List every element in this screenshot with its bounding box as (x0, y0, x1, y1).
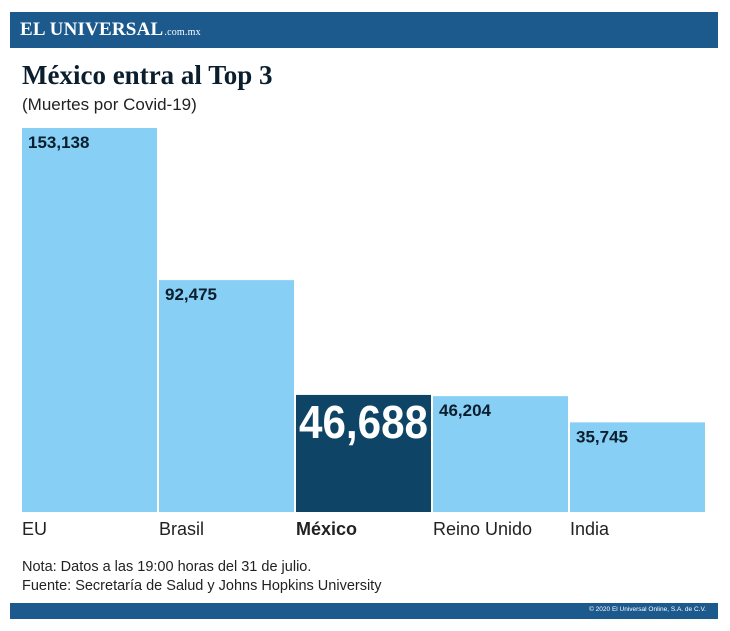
note-text: Nota: Datos a las 19:00 horas del 31 de … (22, 559, 312, 575)
category-label-2: México (296, 519, 357, 539)
copyright-text: © 2020 El Universal Online, S.A. de C.V. (589, 606, 706, 613)
bar-value-label-3: 46,204 (439, 401, 492, 420)
category-label-4: India (570, 519, 610, 539)
category-label-1: Brasil (159, 519, 204, 539)
bar-value-label-4: 35,745 (576, 427, 628, 446)
brand-suffix: .com.mx (164, 27, 201, 38)
bar-value-label-0: 153,138 (28, 133, 89, 152)
bar-4 (570, 422, 705, 512)
bar-1 (159, 280, 294, 512)
category-label-0: EU (22, 519, 47, 539)
footer-bar: © 2020 El Universal Online, S.A. de C.V. (10, 603, 718, 619)
bar-3 (433, 396, 568, 512)
category-label-3: Reino Unido (433, 519, 532, 539)
bar-value-label-1: 92,475 (165, 285, 217, 304)
header-bar: EL UNIVERSAL.com.mx (10, 12, 718, 48)
chart-title: México entra al Top 3 (22, 60, 273, 90)
chart-subtitle: (Muertes por Covid-19) (22, 95, 197, 114)
bar-value-label-2: 46,688 (299, 396, 428, 448)
bar-2 (296, 394, 431, 512)
chart-notes: Nota: Datos a las 19:00 horas del 31 de … (22, 558, 381, 596)
brand-logo: EL UNIVERSAL.com.mx (20, 19, 201, 41)
bar-chart: 153,138 EU 92,475 Brasil 46,688 México 46,204 R… (22, 128, 705, 539)
brand-name: EL UNIVERSAL (20, 19, 164, 40)
source-text: Fuente: Secretaría de Salud y Johns Hopk… (22, 578, 382, 594)
bar-0 (22, 128, 157, 512)
